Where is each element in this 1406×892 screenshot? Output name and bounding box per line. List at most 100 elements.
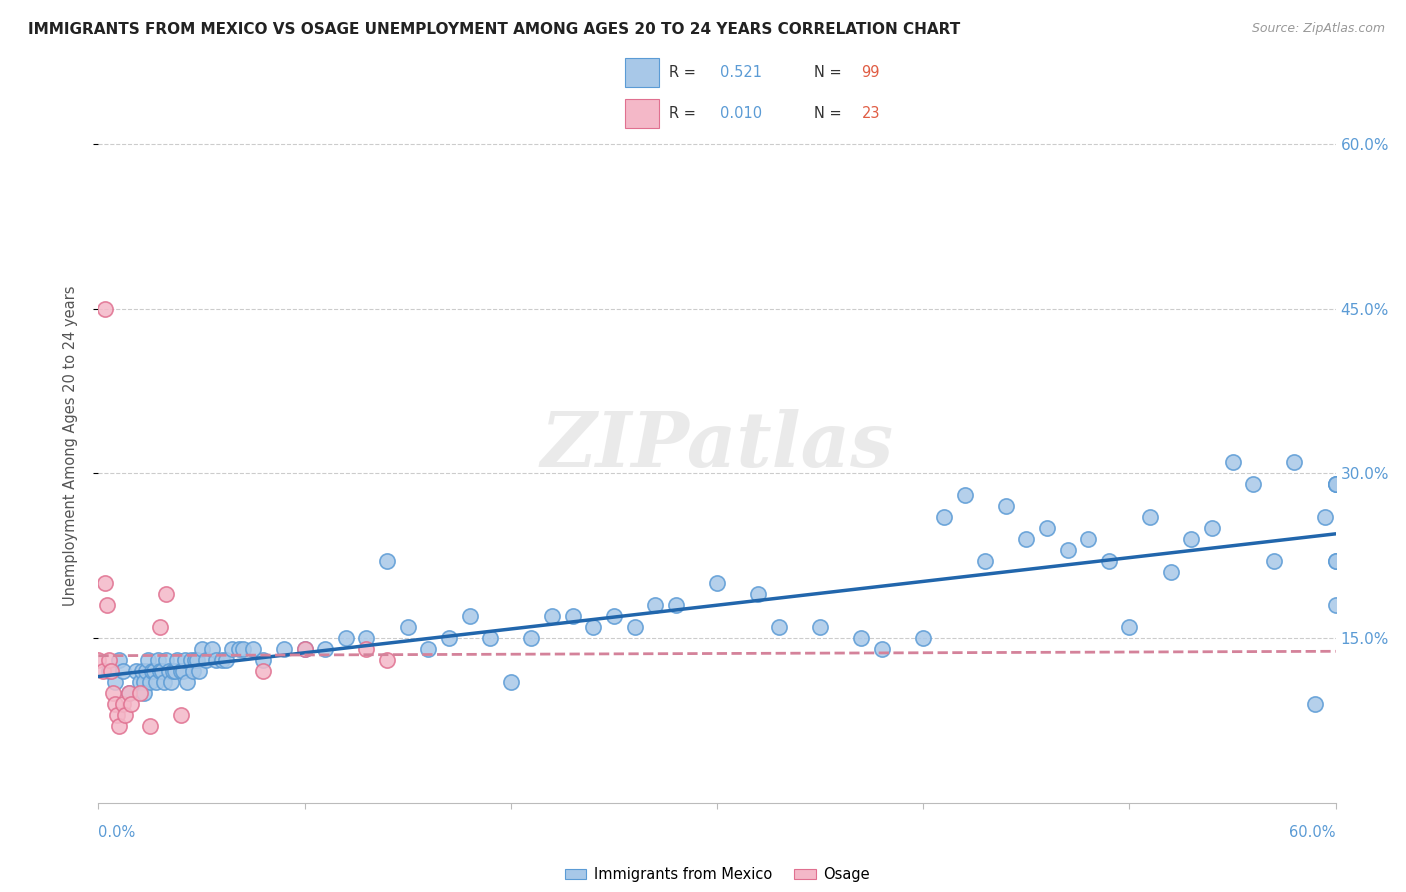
Point xyxy=(155,653,177,667)
Point xyxy=(228,642,250,657)
Point xyxy=(205,653,228,667)
Point xyxy=(91,664,114,678)
Point xyxy=(143,664,166,678)
Point xyxy=(1324,598,1347,612)
Text: IMMIGRANTS FROM MEXICO VS OSAGE UNEMPLOYMENT AMONG AGES 20 TO 24 YEARS CORRELATI: IMMIGRANTS FROM MEXICO VS OSAGE UNEMPLOY… xyxy=(28,22,960,37)
Point xyxy=(108,719,131,733)
Text: Source: ZipAtlas.com: Source: ZipAtlas.com xyxy=(1251,22,1385,36)
Point xyxy=(108,653,131,667)
Text: 0.010: 0.010 xyxy=(720,106,762,120)
Point xyxy=(163,664,186,678)
Point xyxy=(1201,521,1223,535)
Point xyxy=(104,675,127,690)
Point xyxy=(1324,477,1347,491)
Point xyxy=(747,587,769,601)
Point xyxy=(1324,554,1347,568)
Point xyxy=(1222,455,1244,469)
Point xyxy=(190,642,212,657)
Point xyxy=(273,642,295,657)
Point xyxy=(603,609,626,624)
Text: 23: 23 xyxy=(862,106,880,120)
Point xyxy=(1303,697,1326,711)
Point xyxy=(153,675,176,690)
Point xyxy=(994,500,1017,514)
Point xyxy=(356,642,378,657)
Point xyxy=(170,664,193,678)
Point xyxy=(1324,477,1347,491)
Text: ZIPatlas: ZIPatlas xyxy=(540,409,894,483)
Point xyxy=(252,653,274,667)
Point xyxy=(149,620,172,634)
Y-axis label: Unemployment Among Ages 20 to 24 years: Unemployment Among Ages 20 to 24 years xyxy=(63,285,77,607)
Point xyxy=(181,664,204,678)
Text: N =: N = xyxy=(814,65,846,79)
Point xyxy=(101,686,124,700)
Point xyxy=(870,642,893,657)
Point xyxy=(808,620,831,634)
Point xyxy=(561,609,583,624)
Point xyxy=(356,631,378,645)
Point xyxy=(118,686,141,700)
Legend: Immigrants from Mexico, Osage: Immigrants from Mexico, Osage xyxy=(558,862,876,888)
Point xyxy=(170,708,193,723)
Point xyxy=(105,708,128,723)
Point xyxy=(150,664,173,678)
Point xyxy=(1315,510,1337,524)
Point xyxy=(118,686,141,700)
Point xyxy=(141,664,163,678)
Point xyxy=(139,719,162,733)
Point xyxy=(706,576,728,591)
Point xyxy=(148,653,170,667)
Point xyxy=(132,675,155,690)
Point xyxy=(1263,554,1285,568)
Point xyxy=(418,642,440,657)
Text: 0.521: 0.521 xyxy=(720,65,762,79)
Point xyxy=(162,664,184,678)
Point xyxy=(184,653,207,667)
Point xyxy=(104,697,127,711)
Point xyxy=(1324,554,1347,568)
Point xyxy=(851,631,873,645)
Point xyxy=(215,653,238,667)
Point xyxy=(166,653,188,667)
Point xyxy=(1180,533,1202,547)
Point xyxy=(294,642,316,657)
Point xyxy=(1098,554,1121,568)
Point xyxy=(665,598,688,612)
Point xyxy=(479,631,502,645)
Point xyxy=(437,631,460,645)
Point xyxy=(375,554,398,568)
Point xyxy=(120,697,142,711)
Point xyxy=(1056,543,1078,558)
Point xyxy=(953,488,976,502)
Point xyxy=(644,598,666,612)
Point xyxy=(145,675,167,690)
Point xyxy=(172,664,194,678)
Point xyxy=(139,675,162,690)
Point xyxy=(458,609,481,624)
Point xyxy=(93,576,115,591)
Point xyxy=(128,686,150,700)
Bar xyxy=(626,58,659,87)
Point xyxy=(100,664,122,678)
Point xyxy=(157,664,180,678)
Point xyxy=(97,653,120,667)
Point xyxy=(582,620,605,634)
Point xyxy=(232,642,254,657)
Text: R =: R = xyxy=(669,106,700,120)
Point xyxy=(188,664,211,678)
Point xyxy=(211,653,233,667)
Point xyxy=(974,554,997,568)
Point xyxy=(112,697,135,711)
Point xyxy=(1139,510,1161,524)
Point xyxy=(1118,620,1140,634)
Point xyxy=(1284,455,1306,469)
Point xyxy=(520,631,543,645)
Point xyxy=(93,301,115,316)
Point xyxy=(149,664,172,678)
Point xyxy=(114,708,136,723)
Point xyxy=(155,587,177,601)
Point xyxy=(124,664,146,678)
Point xyxy=(314,642,336,657)
Point xyxy=(252,664,274,678)
